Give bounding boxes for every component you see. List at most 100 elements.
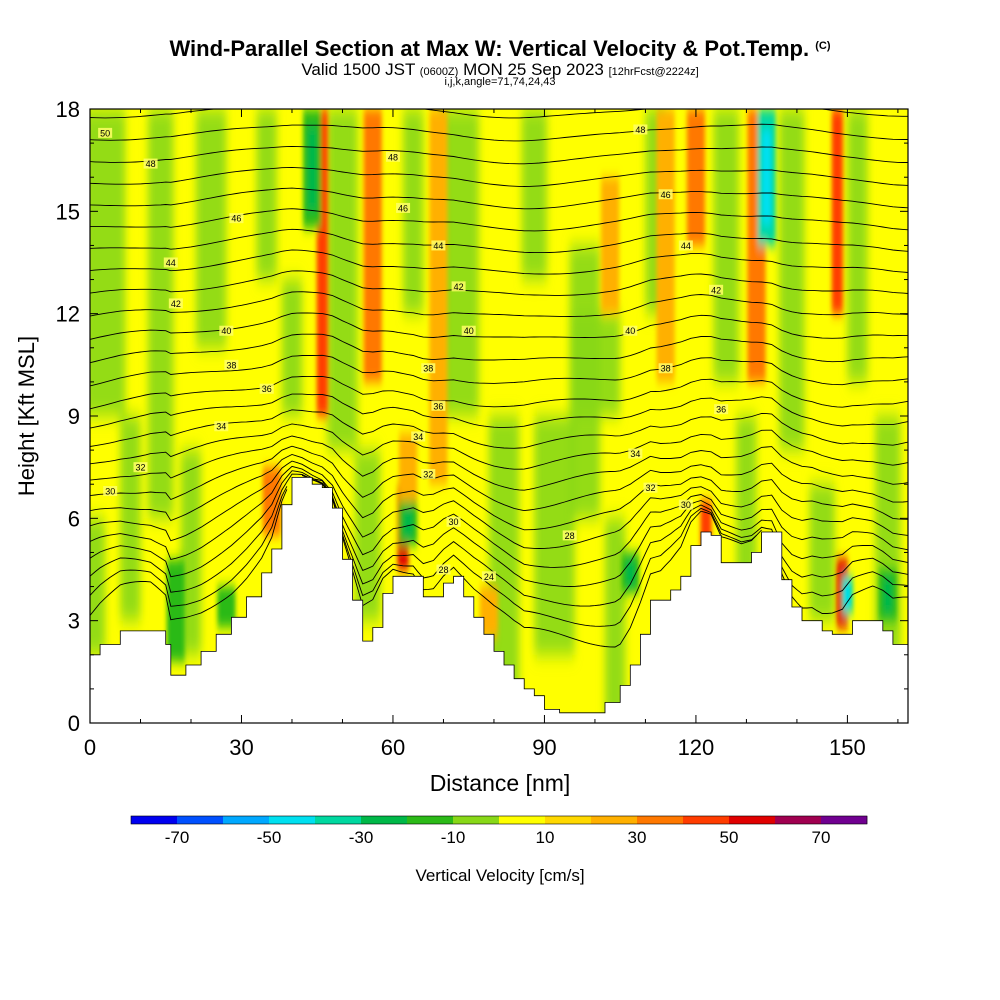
colorbar-tick-label: 10 xyxy=(536,828,555,847)
isentrope-label: 42 xyxy=(451,281,466,292)
isentrope-line xyxy=(90,470,908,587)
isentrope-label: 48 xyxy=(143,158,158,169)
isentrope-label-text: 38 xyxy=(423,364,433,374)
valid-prefix: Valid 1500 JST xyxy=(301,60,416,79)
colorbar-tick-label: 50 xyxy=(720,828,739,847)
isentrope-label-text: 34 xyxy=(216,422,226,432)
isentrope-label: 30 xyxy=(103,486,118,497)
isentrope-label: 42 xyxy=(709,284,724,295)
isentrope-label: 44 xyxy=(163,257,178,268)
updraft-core-peak xyxy=(403,443,413,492)
isentrope-line xyxy=(90,474,908,648)
isentrope-label: 34 xyxy=(628,448,643,459)
colorbar-bin xyxy=(683,816,730,824)
valid-utc: (0600Z) xyxy=(419,66,459,78)
isentrope-label-text: 30 xyxy=(449,517,459,527)
isentrope-line xyxy=(90,465,908,568)
isentrope-label-text: 42 xyxy=(711,285,721,295)
isentrope-line xyxy=(90,166,908,187)
y-tick-label: 3 xyxy=(68,609,80,634)
isentrope-label: 24 xyxy=(481,571,496,582)
colorbar-bin xyxy=(131,816,178,824)
y-tick-label: 6 xyxy=(68,506,80,531)
updraft-core-peak xyxy=(267,477,277,526)
x-tick-label: 60 xyxy=(381,735,405,760)
isentrope-line xyxy=(90,291,908,317)
chart-title: Wind-Parallel Section at Max W: Vertical… xyxy=(0,36,1000,62)
colorbar-bin xyxy=(775,816,822,824)
isentrope-label-text: 40 xyxy=(221,326,231,336)
forecast-info: [12hrFcst@2224z] xyxy=(608,66,699,78)
isentrope-label: 50 xyxy=(98,127,113,138)
isentrope-label: 38 xyxy=(421,363,436,374)
isentrope-line xyxy=(90,423,908,470)
isentrope-label: 38 xyxy=(658,363,673,374)
isentrope-label-text: 48 xyxy=(388,152,398,162)
downdraft-streak xyxy=(196,109,227,348)
isentrope-line xyxy=(90,228,908,254)
isentrope-label-text: 38 xyxy=(226,360,236,370)
isentrope-line xyxy=(90,454,908,531)
isentrope-line xyxy=(90,475,908,627)
vertical-velocity-field xyxy=(90,109,908,723)
isentrope-line xyxy=(90,187,908,210)
isentrope-label-text: 34 xyxy=(630,449,640,459)
isentrope-label-text: 36 xyxy=(716,405,726,415)
isentrope-label-text: 32 xyxy=(645,483,655,493)
colorbar-title: Vertical Velocity [cm/s] xyxy=(415,866,584,885)
y-tick-label: 12 xyxy=(56,302,80,327)
downdraft-core-peak xyxy=(171,574,181,647)
updraft-core-peak xyxy=(661,149,671,341)
potential-temperature-contours xyxy=(90,109,908,648)
isentrope-line xyxy=(90,333,908,364)
y-tick-label: 9 xyxy=(68,404,80,429)
isentrope-label: 32 xyxy=(421,468,436,479)
y-tick-label: 15 xyxy=(56,199,80,224)
updraft-core-peak xyxy=(484,594,494,631)
isentrope-label: 44 xyxy=(431,240,446,251)
downdraft-streak xyxy=(120,416,141,621)
isentrope-label: 40 xyxy=(219,325,234,336)
colorbar-bin xyxy=(269,816,316,824)
isentrope-label: 32 xyxy=(133,462,148,473)
isentrope-label: 46 xyxy=(229,213,244,224)
isentrope-label-text: 28 xyxy=(438,565,448,575)
isentrope-label-text: 46 xyxy=(661,190,671,200)
colorbar-bin xyxy=(453,816,500,824)
isentrope-label-text: 24 xyxy=(484,572,494,582)
isentrope-label: 48 xyxy=(633,124,648,135)
downdraft-streak xyxy=(256,109,277,280)
isentrope-line xyxy=(90,249,908,275)
colorbar-tick-label: 70 xyxy=(812,828,831,847)
isentrope-label: 34 xyxy=(214,421,229,432)
x-tick-label: 150 xyxy=(829,735,866,760)
isentrope-label-text: 48 xyxy=(635,125,645,135)
y-axis-title: Height [Kft MSL] xyxy=(14,336,39,496)
downdraft-streak xyxy=(809,484,835,621)
downdraft-core-peak xyxy=(625,558,635,588)
isentrope-label: 36 xyxy=(259,383,274,394)
colorbar-bin xyxy=(545,816,592,824)
colorbar-bin xyxy=(361,816,408,824)
updraft-core-peak xyxy=(691,129,701,225)
chart-subtitle: Valid 1500 JST (0600Z) MON 25 Sep 2023 [… xyxy=(0,60,1000,80)
isentrope-line xyxy=(90,354,908,387)
isentrope-label-text: 44 xyxy=(681,241,691,251)
isentrope-line xyxy=(90,123,908,142)
colorbar-bin xyxy=(637,816,684,824)
colorbar-frame xyxy=(130,815,868,825)
isentrope-label-text: 40 xyxy=(625,326,635,336)
isentrope-label-text: 30 xyxy=(681,500,691,510)
y-tick-label: 0 xyxy=(68,711,80,736)
downdraft-streak xyxy=(779,109,805,451)
colorbar-bin xyxy=(591,816,638,824)
isentrope-line xyxy=(90,435,908,491)
isentrope-label: 44 xyxy=(678,240,693,251)
x-tick-label: 0 xyxy=(84,735,96,760)
updraft-core-peak xyxy=(319,155,326,370)
isentrope-label: 28 xyxy=(436,564,451,575)
isentrope-label-text: 44 xyxy=(433,241,443,251)
isentrope-label-text: 46 xyxy=(398,203,408,213)
isentrope-label: 36 xyxy=(431,400,446,411)
downdraft-streak xyxy=(281,279,303,416)
